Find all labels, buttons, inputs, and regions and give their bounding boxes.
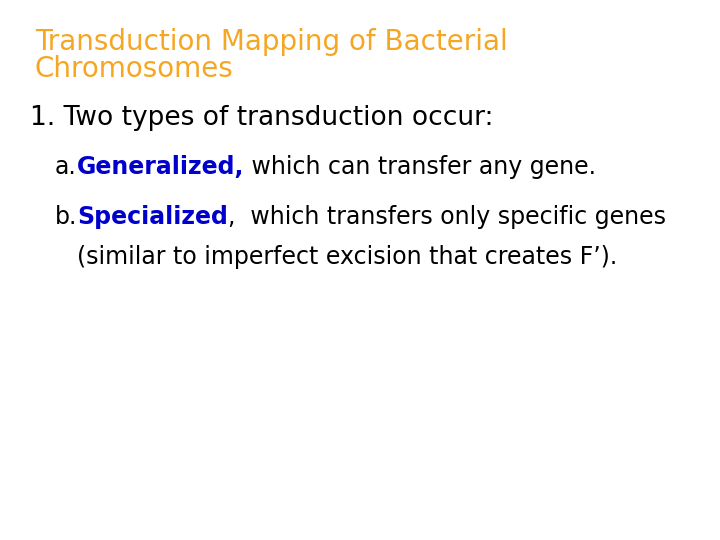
- Text: Specialized: Specialized: [77, 205, 228, 229]
- Text: Generalized,: Generalized,: [77, 155, 244, 179]
- Text: (similar to imperfect excision that creates F’).: (similar to imperfect excision that crea…: [77, 245, 618, 269]
- Text: ,  which transfers only specific genes: , which transfers only specific genes: [228, 205, 666, 229]
- Text: Chromosomes: Chromosomes: [35, 55, 234, 83]
- Text: b.: b.: [55, 205, 77, 229]
- Text: a.: a.: [55, 155, 77, 179]
- Text: which can transfer any gene.: which can transfer any gene.: [244, 155, 596, 179]
- Text: 1. Two types of transduction occur:: 1. Two types of transduction occur:: [30, 105, 493, 131]
- Text: Transduction Mapping of Bacterial: Transduction Mapping of Bacterial: [35, 28, 508, 56]
